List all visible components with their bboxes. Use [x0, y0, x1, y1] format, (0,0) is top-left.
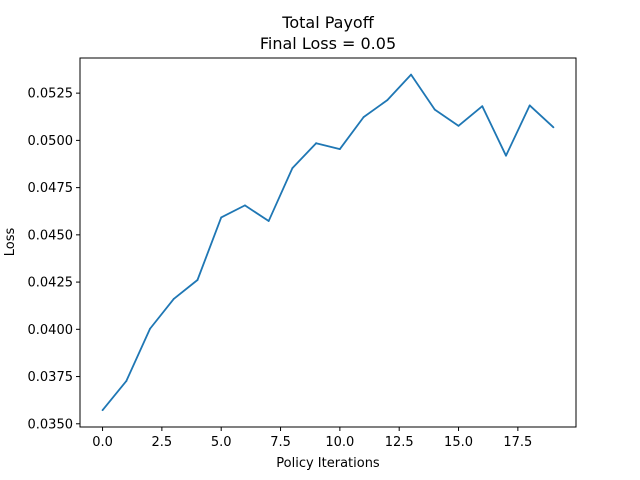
- x-tick-label: 10.0: [325, 435, 354, 450]
- loss-data-point: [125, 380, 128, 382]
- x-tick-label: 2.5: [152, 435, 173, 450]
- series-layer: [101, 73, 555, 412]
- loss-data-point: [528, 104, 531, 107]
- loss-data-point: [315, 142, 318, 145]
- y-tick-label: 0.0375: [28, 370, 74, 385]
- plot-frame: [79, 57, 577, 428]
- loss-series-line: [101, 73, 555, 411]
- loss-data-point: [244, 204, 246, 207]
- chart-title: Total Payoff: [281, 13, 374, 32]
- y-tick-label: 0.0450: [28, 228, 74, 243]
- loss-data-point: [552, 126, 555, 129]
- chart-subtitle: Final Loss = 0.05: [260, 34, 396, 53]
- loss-data-point: [386, 99, 389, 102]
- loss-data-point: [291, 167, 294, 170]
- loss-data-point: [149, 327, 151, 330]
- y-tick-label: 0.0525: [28, 87, 74, 102]
- x-tick-label: 5.0: [211, 435, 232, 450]
- y-axis-ticks: 0.0350 0.0375 0.0400 0.0425 0.0450 0.0475 0.05…: [28, 87, 80, 432]
- loss-data-point: [505, 154, 507, 157]
- loss-data-point: [101, 409, 104, 412]
- loss-data-point: [362, 116, 365, 119]
- loss-data-point: [410, 73, 412, 76]
- x-tick-label: 15.0: [444, 435, 473, 450]
- y-tick-label: 0.0425: [28, 276, 74, 291]
- loss-data-point: [481, 105, 484, 108]
- x-tick-label: 7.5: [270, 435, 291, 450]
- y-tick-label: 0.0400: [28, 323, 74, 338]
- x-tick-label: 0.0: [92, 435, 113, 450]
- y-tick-label: 0.0475: [28, 181, 74, 196]
- y-tick-label: 0.0500: [28, 134, 74, 149]
- x-axis-ticks: 0.0 2.5 5.0 7.5 10.0 12.5 15.0 17.5: [92, 427, 532, 450]
- loss-data-point: [172, 298, 175, 300]
- y-axis-label: Loss: [3, 228, 18, 257]
- loss-data-point: [457, 124, 460, 127]
- x-axis-label: Policy Iterations: [276, 456, 380, 471]
- loss-data-point: [338, 148, 341, 150]
- x-tick-label: 17.5: [503, 435, 532, 450]
- x-tick-label: 12.5: [385, 435, 414, 450]
- loss-data-point: [196, 279, 199, 281]
- loss-data-point: [433, 108, 436, 111]
- loss-data-point: [267, 220, 270, 222]
- loss-data-point: [220, 216, 223, 219]
- y-tick-label: 0.0350: [28, 417, 74, 432]
